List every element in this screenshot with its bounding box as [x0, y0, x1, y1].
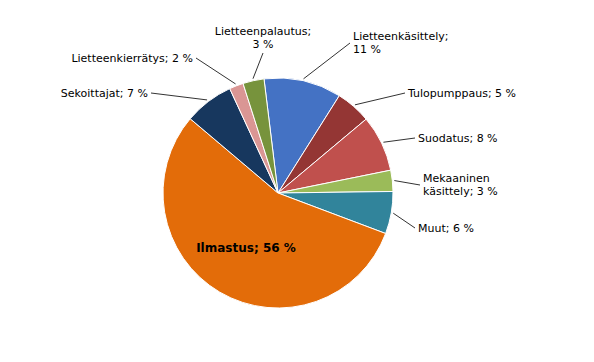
svg-text:Lietteenpalautus;3 %: Lietteenpalautus;3 %	[215, 25, 311, 51]
svg-text:Tulopumppaus; 5 %: Tulopumppaus; 5 %	[407, 87, 516, 100]
svg-text:Mekaaninenkäsittely; 3 %: Mekaaninenkäsittely; 3 %	[423, 172, 498, 198]
svg-text:Lietteenkierrätys; 2 %: Lietteenkierrätys; 2 %	[71, 52, 193, 65]
svg-text:Ilmastus; 56 %: Ilmastus; 56 %	[196, 241, 296, 255]
svg-text:Suodatus; 8 %: Suodatus; 8 %	[418, 132, 498, 145]
svg-text:Lietteenkäsittely;11 %: Lietteenkäsittely;11 %	[353, 30, 448, 56]
svg-text:Muut; 6 %: Muut; 6 %	[418, 222, 474, 235]
svg-text:Sekoittajat; 7 %: Sekoittajat; 7 %	[61, 87, 148, 100]
